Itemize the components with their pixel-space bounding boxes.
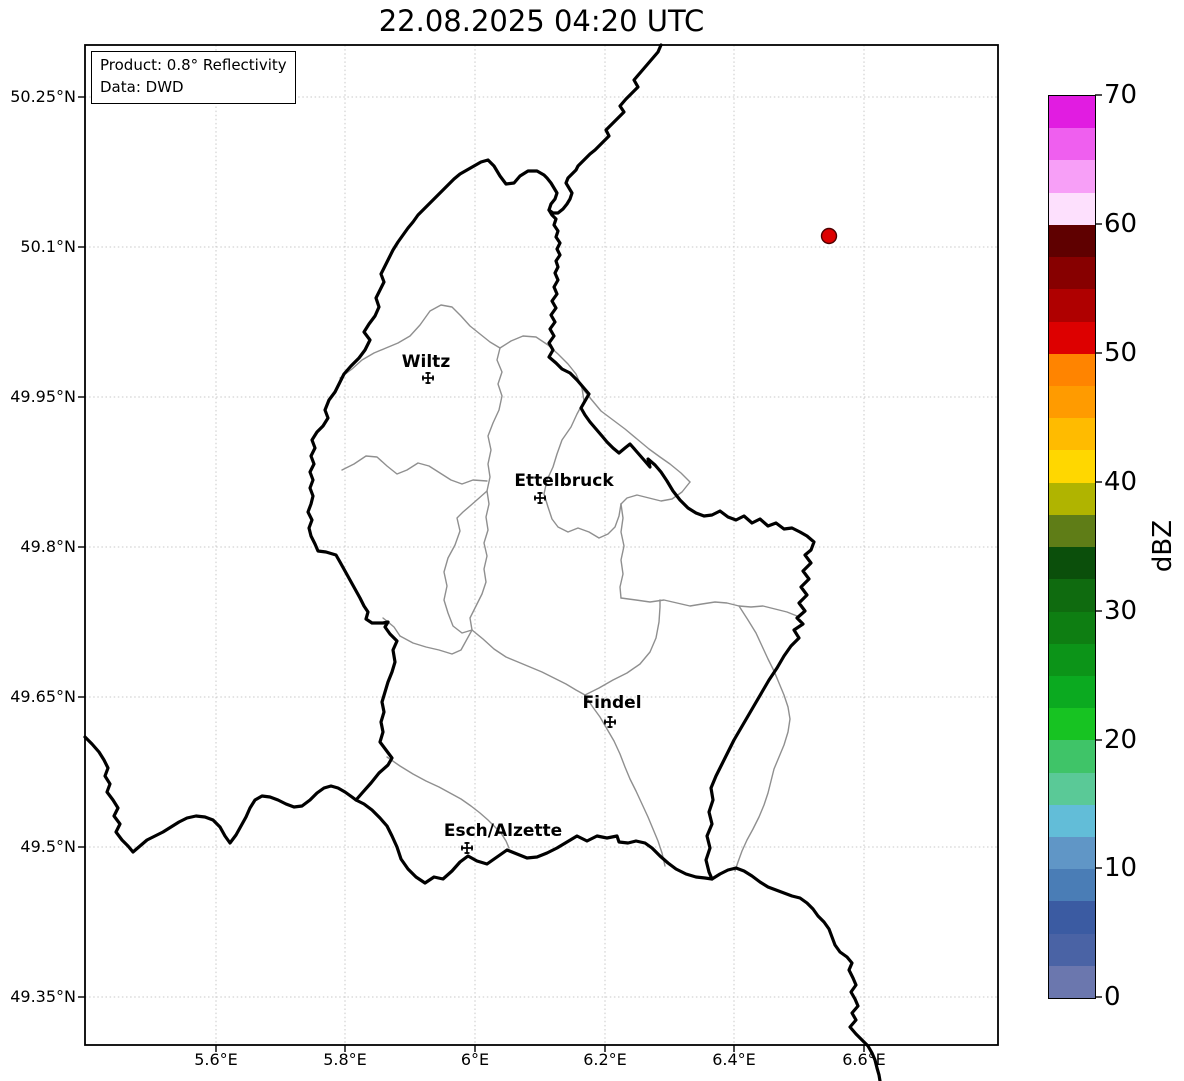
x-tick-label: 5.6°E — [194, 1050, 238, 1069]
city-label-ettelbruck: Ettelbruck — [514, 471, 614, 491]
colorbar-tick-label: 70 — [1104, 80, 1138, 110]
graticule-gridlines — [85, 45, 998, 1045]
luxembourg-outline — [306, 158, 816, 885]
product-info-line1: Product: 0.8° Reflectivity — [100, 56, 287, 74]
city-marker-ettelbruck — [534, 492, 546, 504]
product-info-line2: Data: DWD — [100, 77, 184, 96]
district-borders — [339, 304, 798, 872]
colorbar-band — [1049, 514, 1095, 548]
colorbar-band — [1049, 579, 1095, 612]
x-tick-label: 6.4°E — [712, 1050, 756, 1069]
colorbar-unit-label: dBZ — [1148, 519, 1178, 573]
colorbar-tick-label: 0 — [1104, 982, 1121, 1012]
axis-tick-marks — [78, 96, 865, 1052]
product-info-box: Product: 0.8° Reflectivity Data: DWD — [91, 51, 296, 104]
colorbar-band — [1049, 96, 1095, 129]
reflectivity-colorbar — [1048, 95, 1096, 999]
colorbar-band — [1049, 353, 1095, 386]
colorbar-tick-marks — [1095, 94, 1102, 998]
colorbar-band — [1049, 869, 1095, 902]
colorbar-band — [1049, 740, 1095, 773]
city-marker-findel — [604, 716, 616, 728]
city-label-findel: Findel — [582, 693, 642, 713]
colorbar-band — [1049, 965, 1095, 999]
y-tick-label: 49.95°N — [10, 387, 76, 406]
colorbar-band — [1049, 901, 1095, 934]
colorbar-band — [1049, 450, 1095, 483]
colorbar-band — [1049, 772, 1095, 805]
x-tick-label: 6.2°E — [583, 1050, 627, 1069]
france-belgium-border — [83, 735, 358, 854]
colorbar-band — [1049, 128, 1095, 161]
city-label-wiltz: Wiltz — [401, 352, 451, 372]
colorbar-band — [1049, 385, 1095, 419]
colorbar-tick-label: 50 — [1104, 338, 1138, 368]
y-tick-label: 49.65°N — [10, 687, 76, 706]
colorbar-band — [1049, 192, 1095, 225]
y-tick-label: 50.25°N — [10, 87, 76, 106]
colorbar-tick-label: 40 — [1104, 467, 1138, 497]
belgium-germany-border — [547, 43, 663, 215]
colorbar-band — [1049, 289, 1095, 322]
colorbar-band — [1049, 708, 1095, 741]
colorbar-tick-label: 60 — [1104, 209, 1138, 239]
colorbar-band — [1049, 611, 1095, 644]
plot-frame — [84, 44, 999, 1046]
city-markers — [422, 372, 616, 854]
colorbar-band — [1049, 321, 1095, 354]
x-tick-label: 6.6°E — [842, 1050, 886, 1069]
x-tick-label: 6°E — [460, 1050, 490, 1069]
city-marker-esch — [461, 842, 473, 854]
city-label-esch: Esch/Alzette — [443, 821, 563, 841]
colorbar-band — [1049, 160, 1095, 193]
x-tick-label: 5.8°E — [323, 1050, 367, 1069]
colorbar-band — [1049, 804, 1095, 838]
colorbar-band — [1049, 257, 1095, 290]
y-tick-label: 49.5°N — [20, 837, 76, 856]
colorbar-tick-label: 20 — [1104, 725, 1138, 755]
colorbar-band — [1049, 547, 1095, 580]
france-germany-border — [710, 866, 882, 1081]
radar-point — [820, 227, 838, 245]
y-tick-label: 49.8°N — [20, 537, 76, 556]
colorbar-band — [1049, 418, 1095, 451]
colorbar-tick-label: 10 — [1104, 853, 1138, 883]
colorbar-band — [1049, 224, 1095, 258]
colorbar-band — [1049, 675, 1095, 709]
colorbar-band — [1049, 482, 1095, 515]
y-tick-label: 50.1°N — [20, 237, 76, 256]
colorbar-band — [1049, 643, 1095, 676]
page-title: 22.08.2025 04:20 UTC — [378, 4, 705, 38]
colorbar-tick-label: 30 — [1104, 596, 1138, 626]
y-tick-label: 49.35°N — [10, 987, 76, 1006]
city-marker-wiltz — [422, 372, 434, 384]
country-borders — [83, 43, 882, 1081]
colorbar-band — [1049, 837, 1095, 870]
colorbar-band — [1049, 933, 1095, 966]
